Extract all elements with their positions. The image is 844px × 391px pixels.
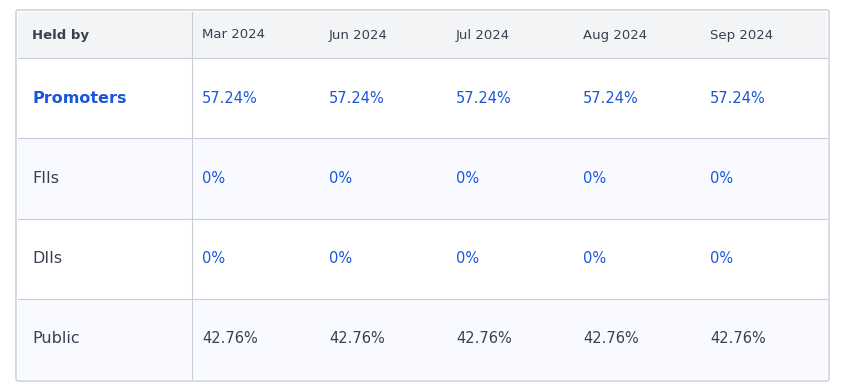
Text: 0%: 0% xyxy=(202,171,225,186)
Bar xyxy=(18,12,826,58)
FancyBboxPatch shape xyxy=(16,10,828,381)
Text: 0%: 0% xyxy=(709,171,733,186)
Text: 0%: 0% xyxy=(582,171,605,186)
Text: 0%: 0% xyxy=(328,251,352,266)
Text: 42.76%: 42.76% xyxy=(456,332,511,346)
Text: 0%: 0% xyxy=(202,251,225,266)
Text: Mar 2024: Mar 2024 xyxy=(202,29,265,41)
Text: 0%: 0% xyxy=(456,251,479,266)
Text: 42.76%: 42.76% xyxy=(709,332,765,346)
Text: 57.24%: 57.24% xyxy=(582,91,638,106)
Text: 42.76%: 42.76% xyxy=(582,332,638,346)
Text: FIIs: FIIs xyxy=(32,171,59,186)
Text: 0%: 0% xyxy=(582,251,605,266)
Text: Promoters: Promoters xyxy=(32,91,127,106)
Text: 0%: 0% xyxy=(328,171,352,186)
Text: Held by: Held by xyxy=(32,29,89,41)
Text: Public: Public xyxy=(32,332,79,346)
Text: Jun 2024: Jun 2024 xyxy=(328,29,387,41)
Text: 0%: 0% xyxy=(456,171,479,186)
Text: 57.24%: 57.24% xyxy=(202,91,257,106)
Text: 42.76%: 42.76% xyxy=(328,332,384,346)
Text: 0%: 0% xyxy=(709,251,733,266)
Text: Jul 2024: Jul 2024 xyxy=(456,29,510,41)
Text: 57.24%: 57.24% xyxy=(328,91,384,106)
Text: Aug 2024: Aug 2024 xyxy=(582,29,647,41)
Bar xyxy=(18,219,826,299)
Bar xyxy=(18,138,826,219)
Text: DIIs: DIIs xyxy=(32,251,62,266)
Text: 57.24%: 57.24% xyxy=(709,91,765,106)
Bar xyxy=(18,58,826,138)
Bar xyxy=(18,299,826,379)
Text: Sep 2024: Sep 2024 xyxy=(709,29,772,41)
Text: 42.76%: 42.76% xyxy=(202,332,257,346)
Text: 57.24%: 57.24% xyxy=(456,91,511,106)
